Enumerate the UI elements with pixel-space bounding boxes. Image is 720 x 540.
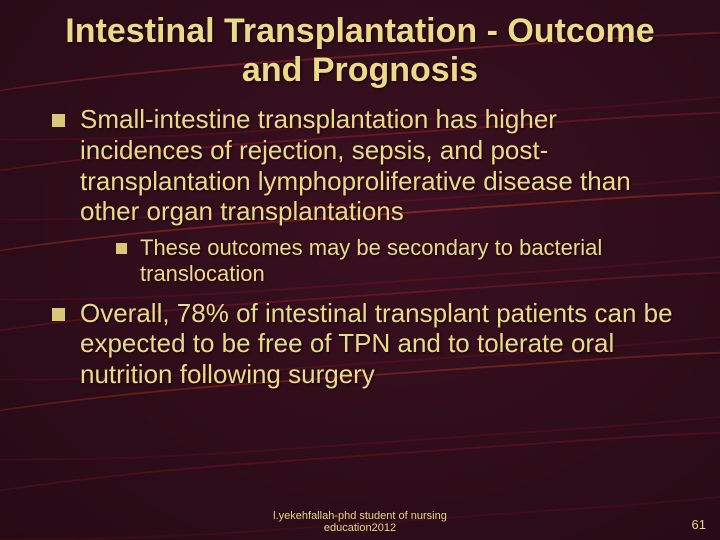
footer: l.yekehfallah-phd student of nursing edu… [0,510,720,534]
footer-line-1: l.yekehfallah-phd student of nursing [273,510,447,522]
bullet-text: Small-intestine transplantation has high… [80,104,631,226]
bullet-item: Overall, 78% of intestinal transplant pa… [50,298,674,390]
bullet-list: Small-intestine transplantation has high… [46,104,674,389]
sub-bullet-item: These outcomes may be secondary to bacte… [114,235,674,288]
bullet-text: Overall, 78% of intestinal transplant pa… [80,298,673,389]
slide-content: Intestinal Transplantation - Outcome and… [0,0,720,390]
sub-bullet-list: These outcomes may be secondary to bacte… [80,235,674,288]
page-number: 61 [692,517,706,532]
slide: Intestinal Transplantation - Outcome and… [0,0,720,540]
slide-title: Intestinal Transplantation - Outcome and… [46,12,674,90]
footer-line-2: education2012 [324,522,396,534]
sub-bullet-text: These outcomes may be secondary to bacte… [140,235,602,286]
bullet-item: Small-intestine transplantation has high… [50,104,674,287]
